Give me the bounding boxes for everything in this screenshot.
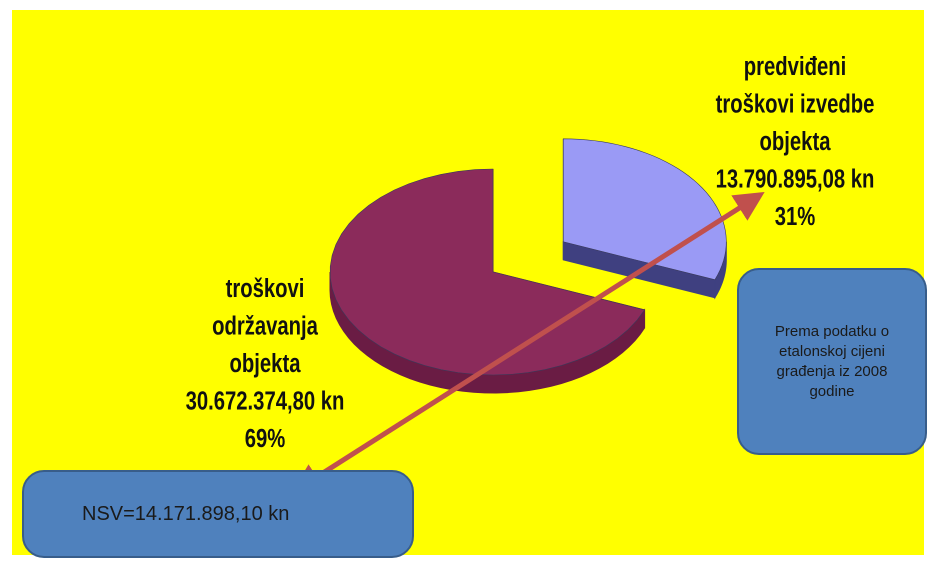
arrow	[291, 191, 765, 494]
category-line: troškovi izvedbe	[716, 89, 875, 118]
slice-label: predviđeni troškovi izvedbe objekta 13.790.…	[716, 52, 875, 231]
nsv-box: NSV=14.171.898,10 kn	[22, 470, 414, 558]
value-label: 31%	[775, 202, 816, 231]
amount-label: 30.672.374,80 kn	[186, 386, 345, 415]
category-label: predviđeni troškovi izvedbe objekta	[716, 52, 875, 156]
category-line: objekta	[230, 349, 302, 378]
category-line: troškovi	[226, 274, 305, 303]
note-box: Prema podatku o etalonskoj cijeni građen…	[737, 268, 927, 455]
category-line: predviđeni	[744, 52, 846, 81]
category-line: održavanja	[212, 311, 319, 340]
category-line: objekta	[760, 127, 832, 156]
value-label: 69%	[245, 424, 286, 453]
amount-label: 13.790.895,08 kn	[716, 164, 875, 193]
